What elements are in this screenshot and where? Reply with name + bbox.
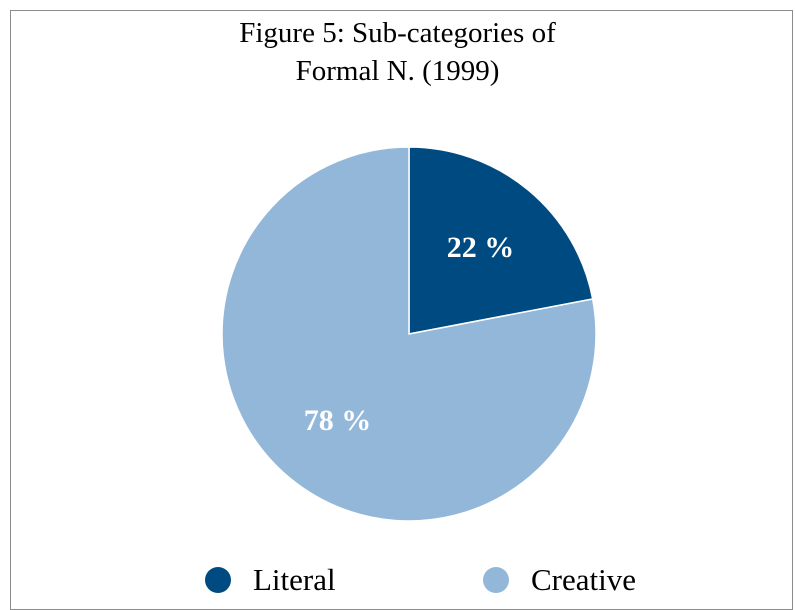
pie-slices — [221, 146, 597, 522]
legend-label-creative: Creative — [531, 562, 637, 597]
pie-slice-literal — [408, 146, 594, 335]
chart-legend: Literal Creative — [0, 560, 795, 600]
legend-swatch-creative — [483, 567, 509, 593]
legend-label-literal: Literal — [253, 562, 336, 597]
chart-title-line-2: Formal N. (1999) — [295, 55, 500, 87]
pie-slice-creative — [221, 146, 597, 522]
slice-label-literal: 22 % — [447, 231, 515, 264]
chart-title-line-1: Figure 5: Sub-categories of — [239, 17, 556, 49]
chart-title: Figure 5: Sub-categories of Formal N. (1… — [0, 14, 795, 90]
legend-item-literal: Literal — [205, 560, 336, 600]
pie-chart: 22 % 78 % — [221, 146, 597, 522]
legend-item-creative: Creative — [483, 560, 636, 600]
slice-label-creative: 78 % — [304, 404, 372, 437]
legend-swatch-literal — [205, 567, 231, 593]
pie-slice-labels: 22 % 78 % — [304, 231, 515, 437]
